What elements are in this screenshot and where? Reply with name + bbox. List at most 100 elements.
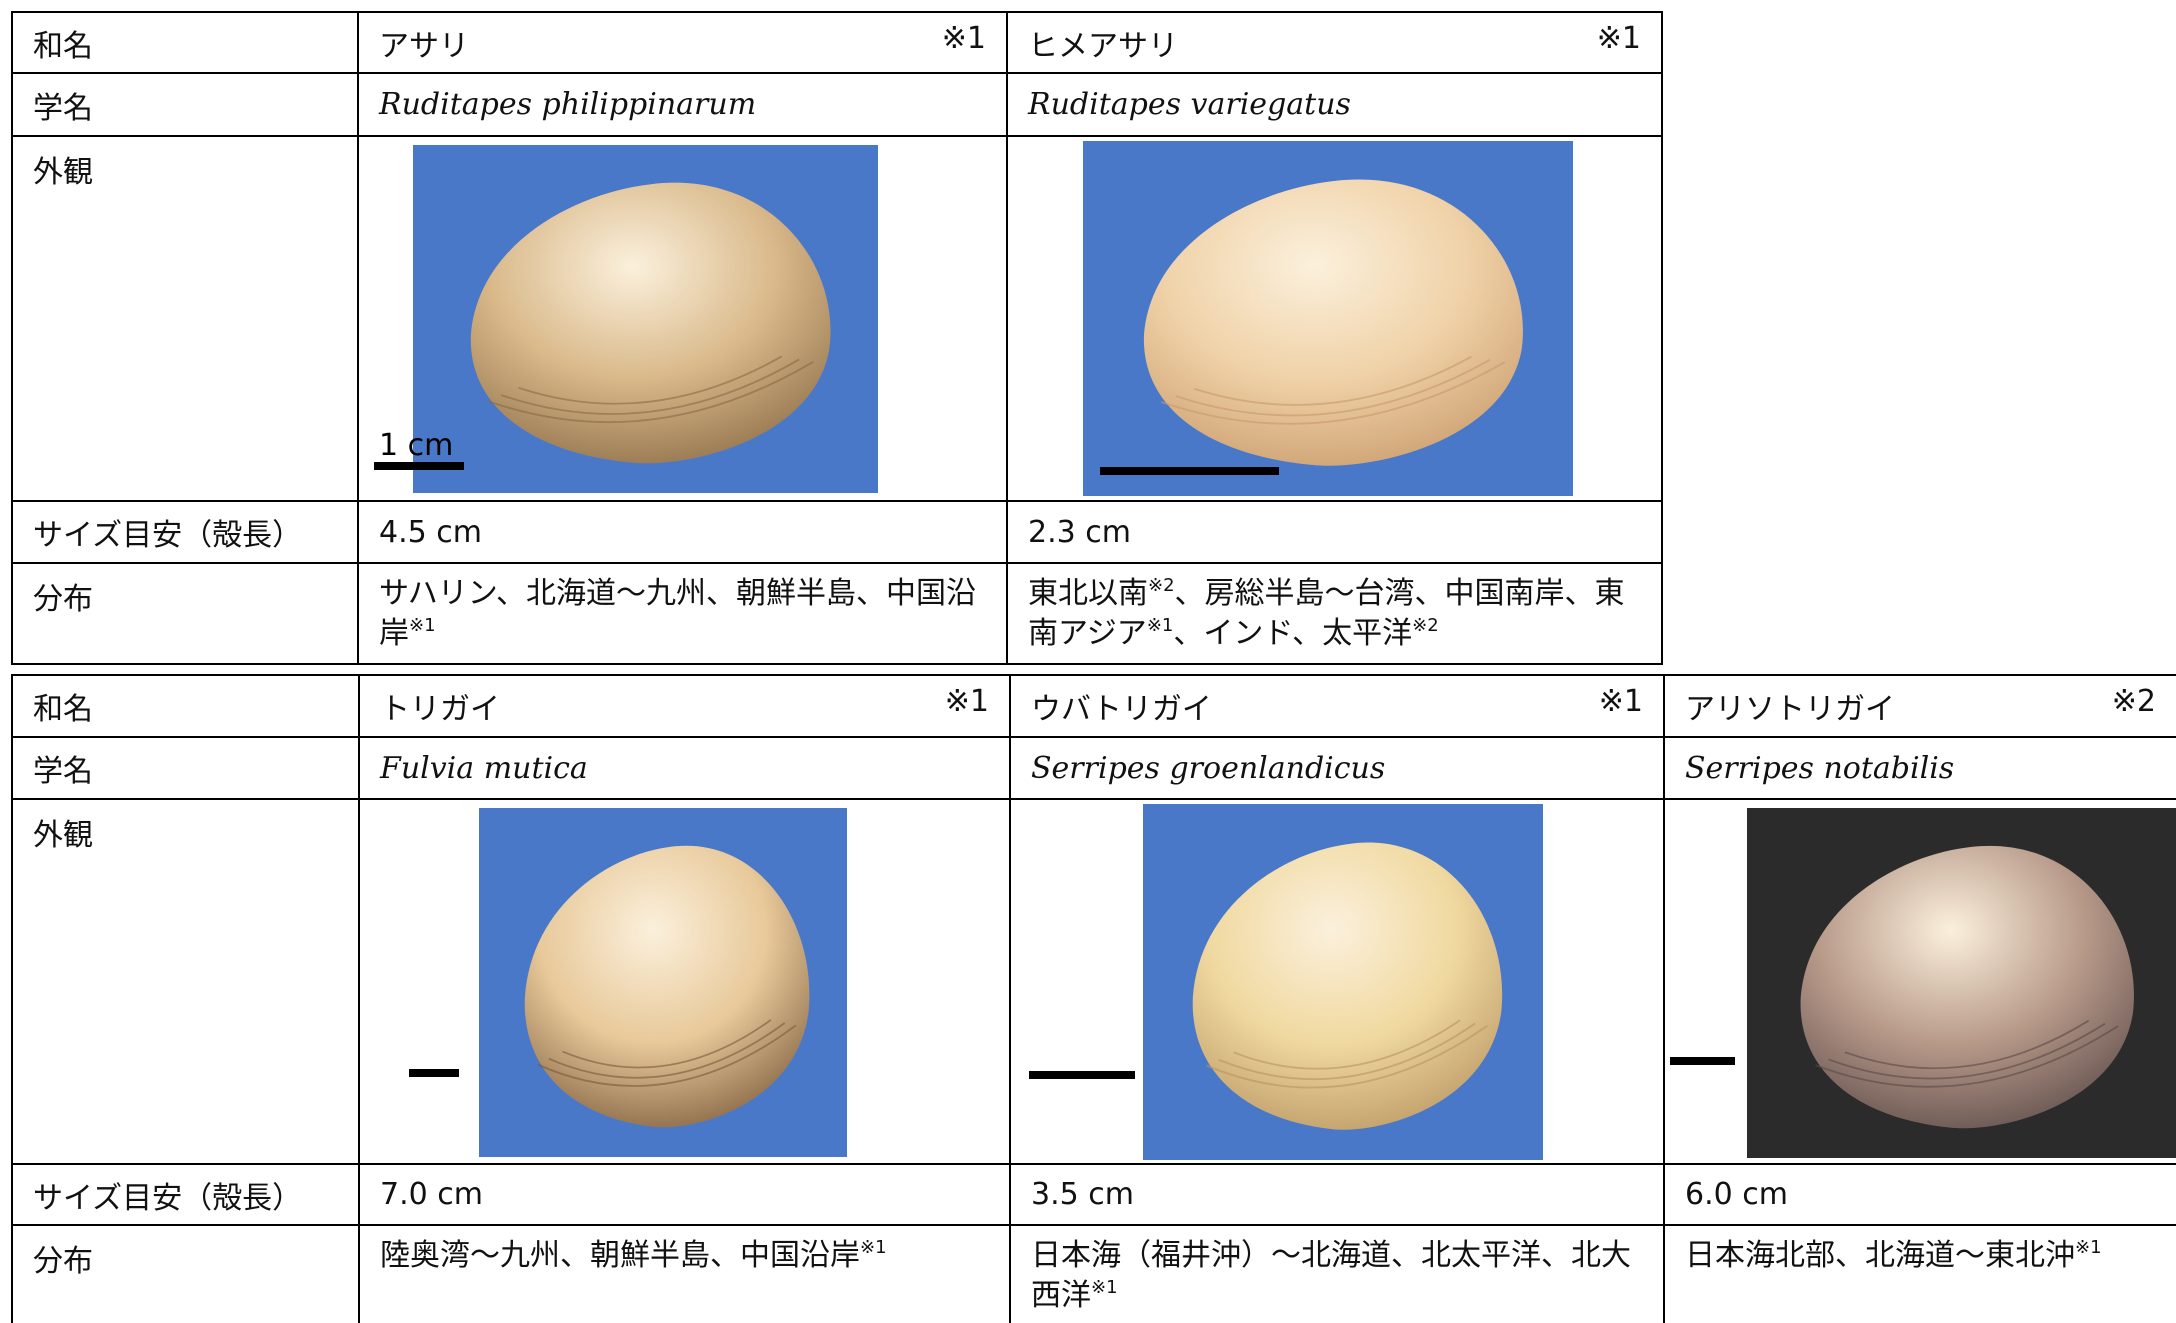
table-row: 分布 陸奥湾～九州、朝鮮半島、中国沿岸※1 日本海（福井沖）～北海道、北太平洋、北大… xyxy=(11,1224,2176,1323)
shell xyxy=(1800,845,2134,1129)
name-header: アリソトリガイ ※2 xyxy=(1685,684,2156,728)
scale-bar xyxy=(1100,467,1279,475)
row-label: 学名 xyxy=(11,736,360,800)
shell-ring xyxy=(1828,1022,2106,1080)
shell xyxy=(1143,179,1523,466)
table-row: 和名 トリガイ ※1 ウバトリガイ ※1 アリソトリガイ ※2 xyxy=(11,674,2176,738)
name-note: ※1 xyxy=(1598,684,1643,719)
distribution-note: ※1 xyxy=(1091,1277,1118,1298)
name-cell: アサリ ※1 xyxy=(357,11,1008,74)
row-label: 分布 xyxy=(11,1224,360,1323)
japanese-name: ヒメアサリ xyxy=(1028,28,1178,64)
shell-photo xyxy=(1029,804,1543,1160)
name-cell: トリガイ ※1 xyxy=(358,674,1011,738)
table-row: 分布 サハリン、北海道～九州、朝鮮半島、中国沿岸※1 東北以南※2、房総半島～台湾、… xyxy=(11,562,1663,665)
distribution-text: 、インド、太平洋 xyxy=(1173,616,1413,651)
distribution-text: サハリン、北海道～九州、朝鮮半島、中国沿岸 xyxy=(379,576,976,651)
row-label-text: 和名 xyxy=(33,692,93,727)
shell-body xyxy=(1143,179,1523,466)
distribution-cell: 日本海北部、北海道～東北沖※1 xyxy=(1663,1224,2176,1323)
scale-bar xyxy=(409,1069,459,1077)
distribution-cell: サハリン、北海道～九州、朝鮮半島、中国沿岸※1 xyxy=(357,562,1008,665)
row-label-text: 外観 xyxy=(33,155,93,190)
shell-ring xyxy=(537,1024,797,1087)
shell-size: 4.5 cm xyxy=(379,514,482,550)
size-cell: 6.0 cm xyxy=(1663,1163,2176,1226)
shell-ring xyxy=(1218,1022,1476,1081)
distribution-text: 日本海（福井沖）～北海道、北太平洋、北大西洋 xyxy=(1031,1238,1631,1313)
distribution-note: ※1 xyxy=(409,615,436,636)
name-note: ※2 xyxy=(2111,684,2156,719)
scale-bar xyxy=(1029,1071,1135,1079)
japanese-name: アリソトリガイ xyxy=(1685,692,1895,727)
image-cell xyxy=(1663,798,2176,1165)
shell-ring xyxy=(562,1019,772,1069)
row-label-text: サイズ目安（殻長） xyxy=(33,518,303,553)
shell-body xyxy=(470,182,831,464)
scientific-cell: Ruditapes variegatus xyxy=(1006,72,1663,137)
shell-size: 3.5 cm xyxy=(1031,1177,1134,1212)
image-cell xyxy=(1009,798,1665,1165)
shell-size: 7.0 cm xyxy=(380,1177,483,1212)
name-cell: ヒメアサリ ※1 xyxy=(1006,11,1663,74)
image-cell xyxy=(1006,135,1663,502)
name-note: ※1 xyxy=(944,684,989,719)
species-table: 和名 アサリ ※1 ヒメアサリ ※1 学名 Ruditapes philippinarum R… xyxy=(11,11,1663,665)
shell-ring xyxy=(548,1022,786,1079)
shell-ring xyxy=(1206,1025,1488,1089)
scale-bar xyxy=(374,462,464,470)
row-label: 分布 xyxy=(11,562,359,665)
row-label: サイズ目安（殻長） xyxy=(11,500,359,564)
name-note: ※1 xyxy=(941,20,986,56)
distribution-text: 、房総半島～台湾、中国南岸、東南アジア xyxy=(1028,576,1625,651)
row-label: サイズ目安（殻長） xyxy=(11,1163,360,1226)
shell-body xyxy=(524,845,810,1128)
distribution-note: ※1 xyxy=(1146,615,1174,636)
distribution-cell: 日本海（福井沖）～北海道、北太平洋、北大西洋※1 xyxy=(1009,1224,1665,1323)
species-table: 和名 トリガイ ※1 ウバトリガイ ※1 アリソトリガイ ※2 学名 Fulvia mutica… xyxy=(11,674,2176,1323)
shell-photo xyxy=(409,808,847,1157)
japanese-name: ウバトリガイ xyxy=(1031,692,1212,727)
shell-photo xyxy=(1670,808,2175,1158)
scientific-cell: Serripes groenlandicus xyxy=(1009,736,1665,800)
scientific-cell: Serripes notabilis xyxy=(1663,736,2176,800)
shell-ring xyxy=(1193,355,1473,406)
scale-label: 1 cm xyxy=(379,428,453,463)
scientific-name: Ruditapes variegatus xyxy=(1028,87,1351,122)
size-cell: 7.0 cm xyxy=(358,1163,1011,1226)
row-label: 外観 xyxy=(11,135,359,502)
distribution-note: ※1 xyxy=(860,1237,887,1258)
table-row: 和名 アサリ ※1 ヒメアサリ ※1 xyxy=(11,11,1663,74)
table-row: 学名 Fulvia mutica Serripes groenlandicus Ser… xyxy=(11,736,2176,800)
name-header: トリガイ ※1 xyxy=(380,684,989,728)
shell-size: 6.0 cm xyxy=(1685,1177,1788,1212)
distribution-note: ※1 xyxy=(2075,1237,2102,1258)
row-label: 和名 xyxy=(11,674,360,738)
name-header: ヒメアサリ ※1 xyxy=(1028,21,1641,65)
table-row: 学名 Ruditapes philippinarum Ruditapes varie… xyxy=(11,72,1663,137)
shell-photo xyxy=(1083,141,1573,496)
size-cell: 3.5 cm xyxy=(1009,1163,1665,1226)
shell-body xyxy=(1192,842,1503,1130)
row-label-text: 学名 xyxy=(33,90,93,126)
shell-ring xyxy=(486,361,814,424)
scientific-name: Ruditapes philippinarum xyxy=(379,87,757,122)
shell-photo: 1 cm xyxy=(374,145,878,493)
image-cell: 1 cm xyxy=(357,135,1008,502)
shell-ring xyxy=(1175,358,1491,417)
table-row: サイズ目安（殻長） 7.0 cm 3.5 cm 6.0 cm xyxy=(11,1163,2176,1226)
name-header: アサリ ※1 xyxy=(379,21,986,65)
row-label-text: 分布 xyxy=(33,1244,93,1279)
shell xyxy=(1192,842,1503,1130)
distribution-cell: 東北以南※2、房総半島～台湾、中国南岸、東南アジア※1、インド、太平洋※2 xyxy=(1006,562,1663,665)
scientific-name: Serripes groenlandicus xyxy=(1031,750,1386,786)
scientific-cell: Fulvia mutica xyxy=(358,736,1011,800)
row-label-text: 分布 xyxy=(33,582,93,617)
scientific-name: Fulvia mutica xyxy=(380,750,588,786)
row-label-text: サイズ目安（殻長） xyxy=(33,1180,303,1216)
shell-size: 2.3 cm xyxy=(1028,514,1131,550)
shell-ring xyxy=(500,358,800,415)
row-label: 和名 xyxy=(11,11,359,74)
